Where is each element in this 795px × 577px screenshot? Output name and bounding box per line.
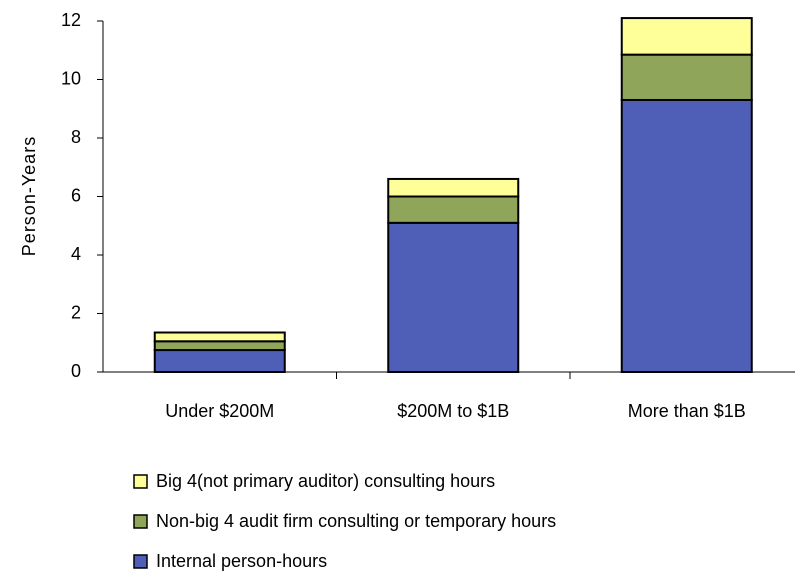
legend-label: Internal person-hours	[156, 551, 327, 571]
bar-segment	[387, 221, 520, 373]
bar-segment	[620, 98, 753, 373]
legend-swatch	[133, 514, 148, 529]
bar-segment	[387, 195, 520, 224]
x-tick-label: $200M to $1B	[397, 401, 509, 421]
bar-segment	[153, 349, 286, 373]
legend-swatch	[133, 474, 148, 489]
x-tick-label: More than $1B	[628, 401, 746, 421]
legend-label: Big 4(not primary auditor) consulting ho…	[156, 471, 495, 491]
y-tick-label: 10	[61, 68, 81, 88]
y-tick-label: 6	[71, 185, 81, 205]
y-tick-label: 4	[71, 244, 81, 264]
y-tick-label: 12	[61, 10, 81, 30]
legend-swatch	[133, 554, 148, 569]
x-tick-label: Under $200M	[165, 401, 274, 421]
legend-label: Non-big 4 audit firm consulting or tempo…	[156, 511, 556, 531]
y-axis-label: Person-Years	[19, 136, 39, 256]
bar-segment	[153, 340, 286, 352]
y-tick-label: 0	[71, 361, 81, 381]
bar-segment	[620, 17, 753, 56]
y-tick-label: 8	[71, 127, 81, 147]
y-tick-label: 2	[71, 302, 81, 322]
bar-segment	[153, 331, 286, 343]
bar-segment	[387, 177, 520, 198]
bar-segment	[620, 53, 753, 101]
